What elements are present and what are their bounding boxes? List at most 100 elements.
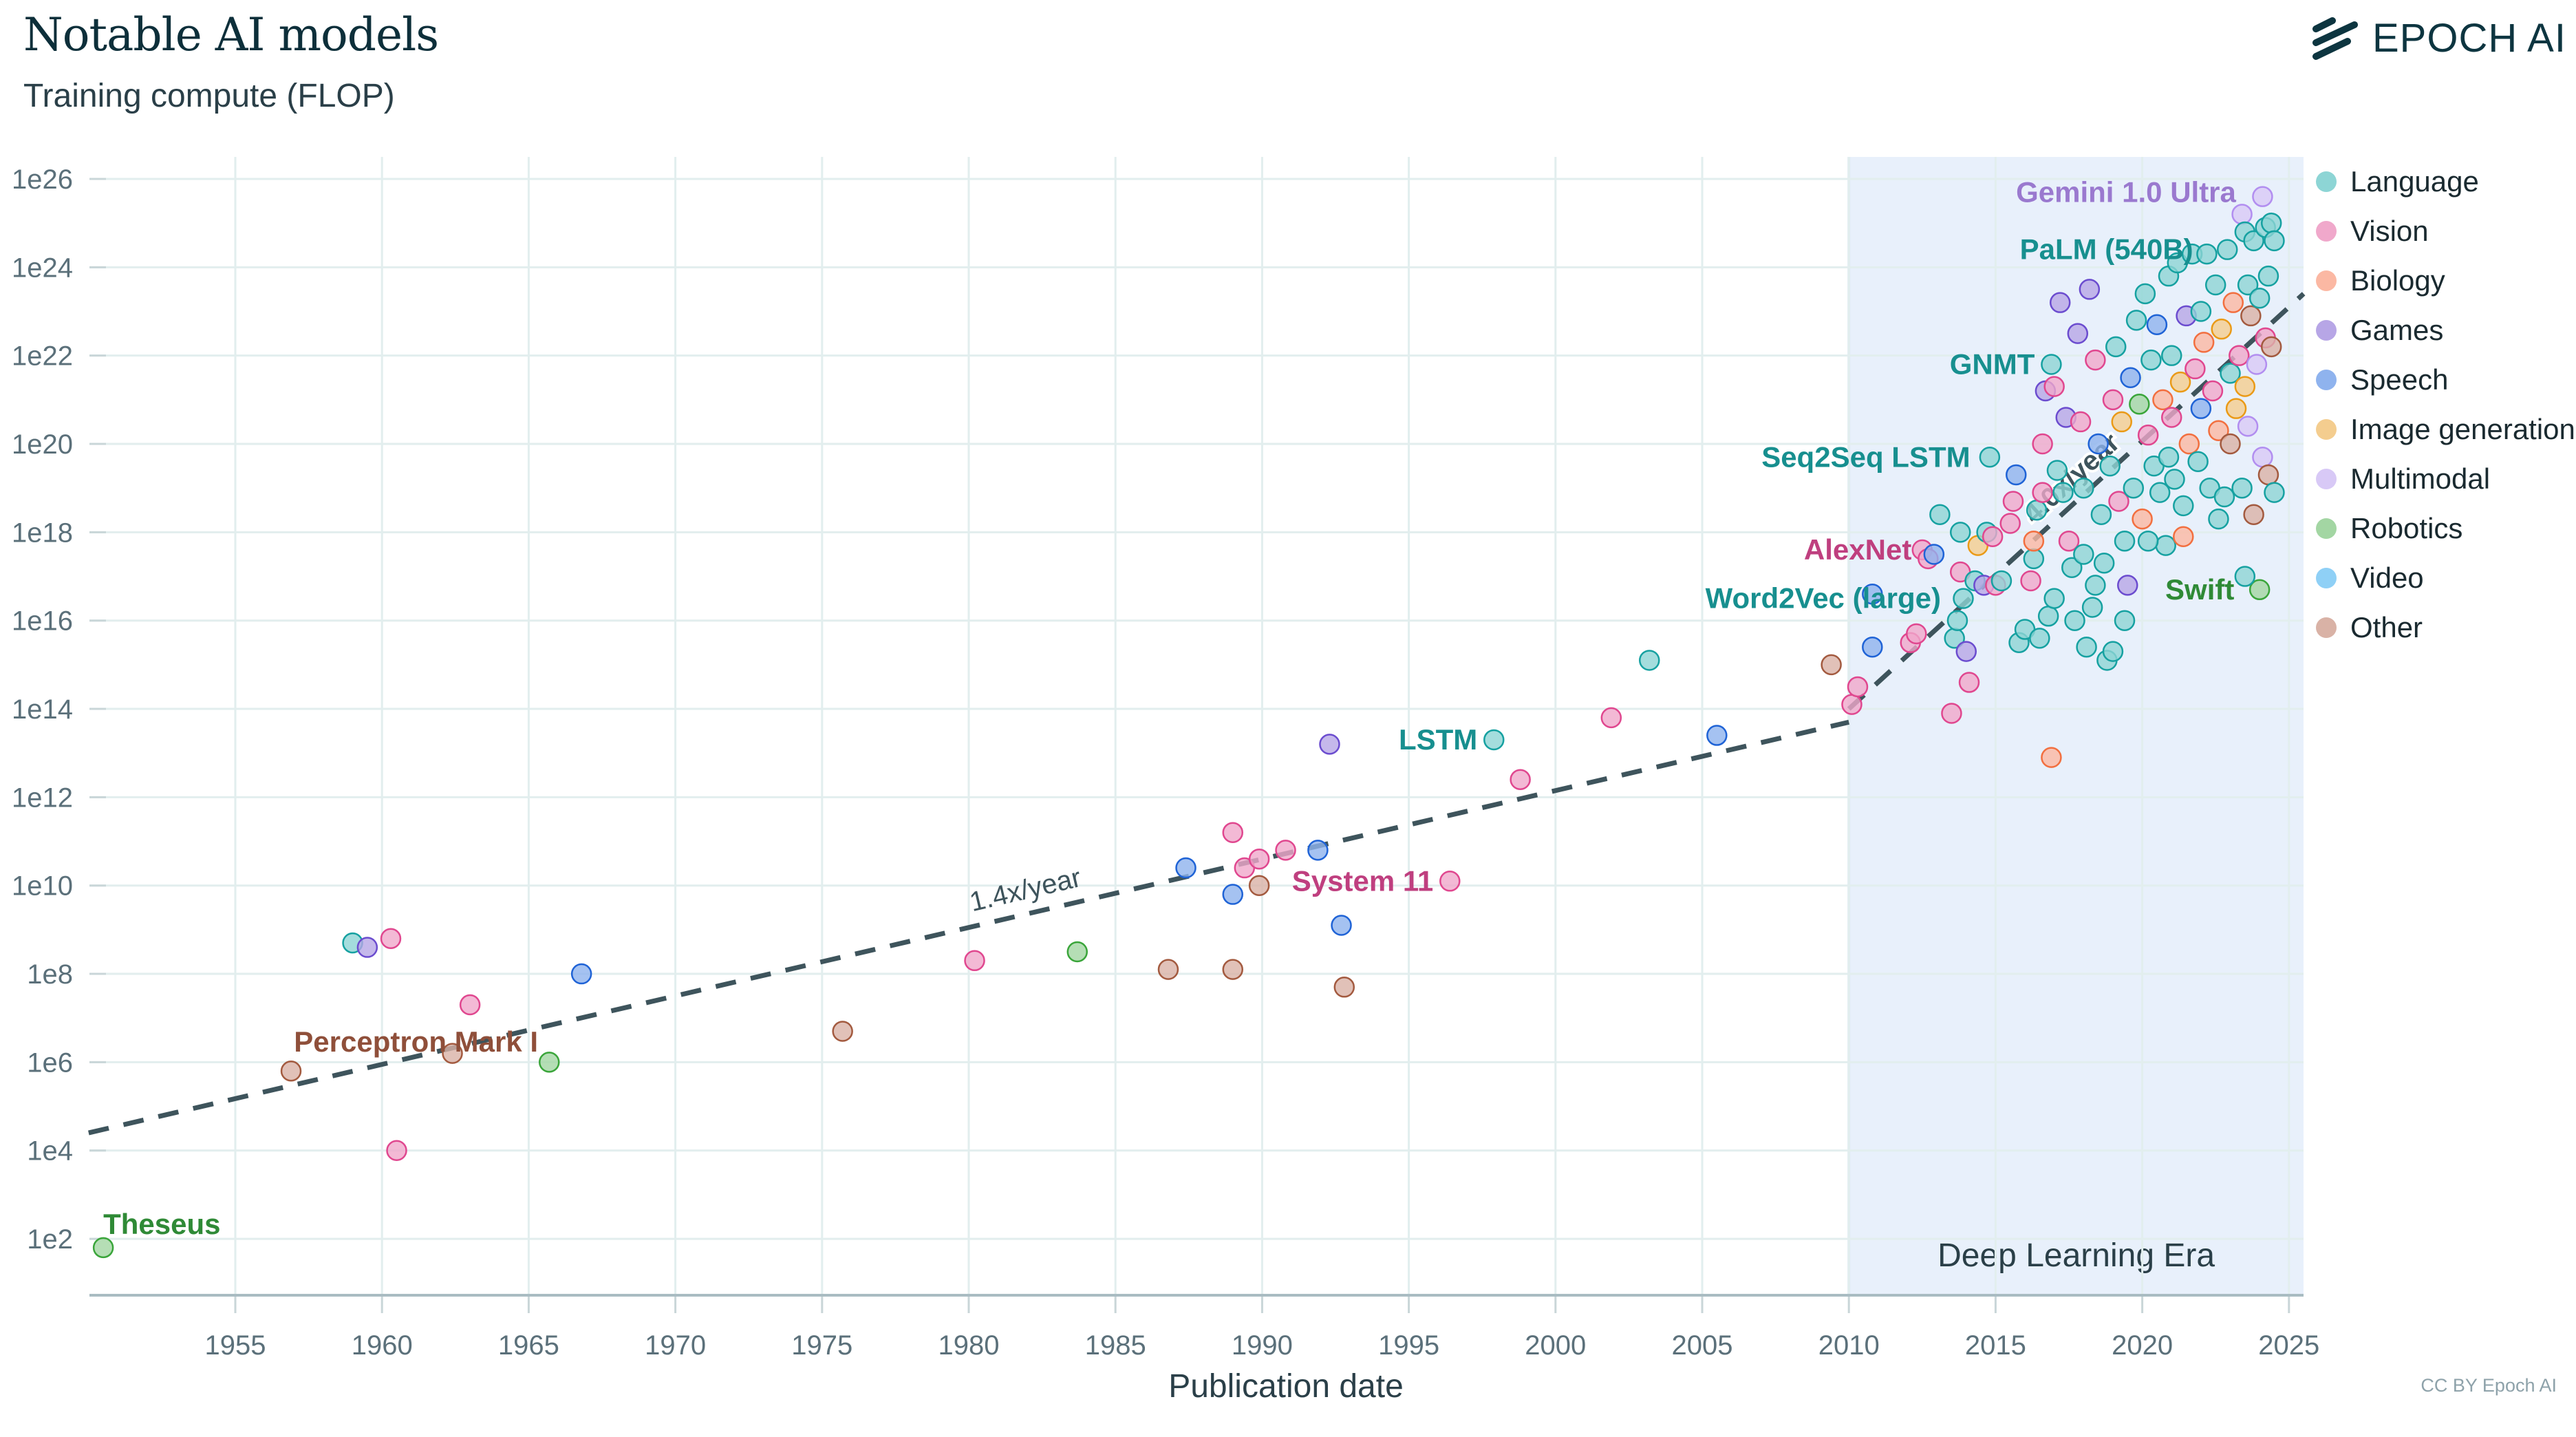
data-point-robotics (2129, 394, 2150, 415)
data-point-language (2160, 345, 2182, 366)
annotation-perceptron-mark-i: Perceptron Mark I (294, 1025, 538, 1058)
data-point-games (2067, 323, 2089, 344)
data-point-vision (459, 994, 481, 1016)
data-point-language (2264, 482, 2285, 503)
data-point-other (832, 1021, 853, 1042)
data-point-vision (2160, 407, 2182, 428)
data-point-vision (2102, 389, 2124, 411)
legend-item-vision[interactable]: Vision (2313, 206, 2575, 256)
x-tick-label: 1960 (352, 1330, 413, 1361)
data-point-language (2140, 349, 2162, 371)
data-point-vision (2020, 570, 2041, 592)
data-point-multimodal (2252, 447, 2273, 468)
data-point-vision (2043, 376, 2065, 397)
data-point-vision (2202, 380, 2224, 402)
y-tick-label: 1e20 (12, 429, 73, 460)
x-tick-label: 2005 (1672, 1330, 1733, 1361)
data-point-language (2076, 636, 2097, 658)
legend-swatch-icon (2316, 617, 2337, 638)
data-point-language (2243, 230, 2264, 252)
epoch-ai-logo: EPOCH AI (2312, 15, 2566, 61)
data-point-language (2173, 495, 2194, 517)
data-point-vision (2032, 433, 2053, 455)
data-point-language (2090, 504, 2112, 525)
x-axis-title: Publication date (1168, 1368, 1404, 1405)
data-point-language (2123, 477, 2145, 499)
data-point-speech (1923, 544, 1945, 565)
data-point-biology (2222, 292, 2244, 313)
data-point-robotics (538, 1052, 560, 1073)
data-point-vision (380, 928, 402, 949)
data-point-language (2041, 354, 2062, 375)
legend: Language Vision Biology Games Speech Image ge… (2313, 157, 2575, 652)
data-point-vision (1510, 769, 1531, 790)
data-point-speech (2190, 398, 2212, 419)
data-point-biology (2178, 433, 2200, 455)
data-point-games (1319, 734, 1340, 755)
legend-item-imagegen[interactable]: Image generation (2313, 405, 2575, 454)
y-tick-label: 1e22 (12, 341, 73, 372)
legend-swatch-icon (2316, 370, 2337, 390)
annotation-theseus: Theseus (103, 1208, 220, 1240)
data-point-vision (2108, 491, 2129, 512)
data-point-imagegen (2234, 376, 2256, 397)
data-point-language (2234, 566, 2256, 587)
data-point-speech (1862, 583, 1883, 605)
data-point-language (2248, 288, 2271, 309)
legend-swatch-icon (2316, 469, 2337, 489)
legend-item-speech[interactable]: Speech (2313, 355, 2575, 405)
data-point-other (1248, 875, 1270, 896)
annotation-seq2seq-lstm: Seq2Seq LSTM (1761, 440, 1970, 473)
legend-swatch-icon (2316, 568, 2337, 588)
data-point-biology (2173, 526, 2194, 548)
legend-label: Language (2350, 165, 2479, 198)
data-point-language (2231, 477, 2253, 499)
data-point-language (2093, 553, 2115, 574)
x-tick-label: 2025 (2258, 1330, 2319, 1361)
data-point-games (1955, 641, 1977, 662)
data-point-vision (2085, 349, 2106, 371)
data-point-language (1946, 610, 1968, 631)
data-point-imagegen (2169, 371, 2191, 393)
data-point-language (2149, 482, 2171, 503)
legend-swatch-icon (2316, 419, 2337, 440)
legend-item-biology[interactable]: Biology (2313, 256, 2575, 306)
x-tick-label: 2010 (1818, 1330, 1880, 1361)
data-point-language (1953, 588, 1974, 609)
x-tick-label: 1985 (1085, 1330, 1146, 1361)
data-point-games (2049, 292, 2071, 313)
data-point-language (2264, 230, 2285, 252)
legend-item-robotics[interactable]: Robotics (2313, 504, 2575, 553)
data-point-vision (1958, 672, 1980, 693)
data-point-language (2043, 588, 2065, 609)
data-point-biology (2208, 420, 2229, 442)
data-point-speech (1175, 857, 1196, 879)
legend-label: Games (2350, 314, 2444, 346)
data-point-language (1929, 504, 1951, 525)
data-point-biology (2152, 389, 2174, 411)
data-point-other (2243, 504, 2264, 525)
x-tick-label: 1975 (791, 1330, 852, 1361)
data-point-language (2114, 530, 2136, 552)
data-point-language (2164, 469, 2185, 490)
data-point-other (2240, 305, 2262, 327)
annotation-palm-540b: PaLM (540B) (2020, 233, 2193, 266)
legend-item-video[interactable]: Video (2313, 553, 2575, 603)
data-point-vision (1841, 694, 1863, 715)
legend-label: Image generation (2350, 413, 2575, 445)
data-point-language (2102, 641, 2124, 662)
legend-item-multimodal[interactable]: Multimodal (2313, 454, 2575, 504)
data-point-language (2061, 557, 2083, 578)
data-point-language (1949, 522, 1971, 543)
legend-item-language[interactable]: Language (2313, 157, 2575, 206)
legend-item-games[interactable]: Games (2313, 306, 2575, 355)
data-point-language (2105, 336, 2127, 358)
legend-item-other[interactable]: Other (2313, 603, 2575, 652)
data-point-robotics (92, 1237, 114, 1259)
data-point-speech (1307, 840, 1329, 861)
data-point-vision (1847, 676, 1869, 698)
legend-swatch-icon (2316, 518, 2337, 539)
data-point-language (2073, 477, 2094, 499)
data-point-other (1157, 959, 1179, 980)
data-point-biology (2041, 747, 2062, 768)
